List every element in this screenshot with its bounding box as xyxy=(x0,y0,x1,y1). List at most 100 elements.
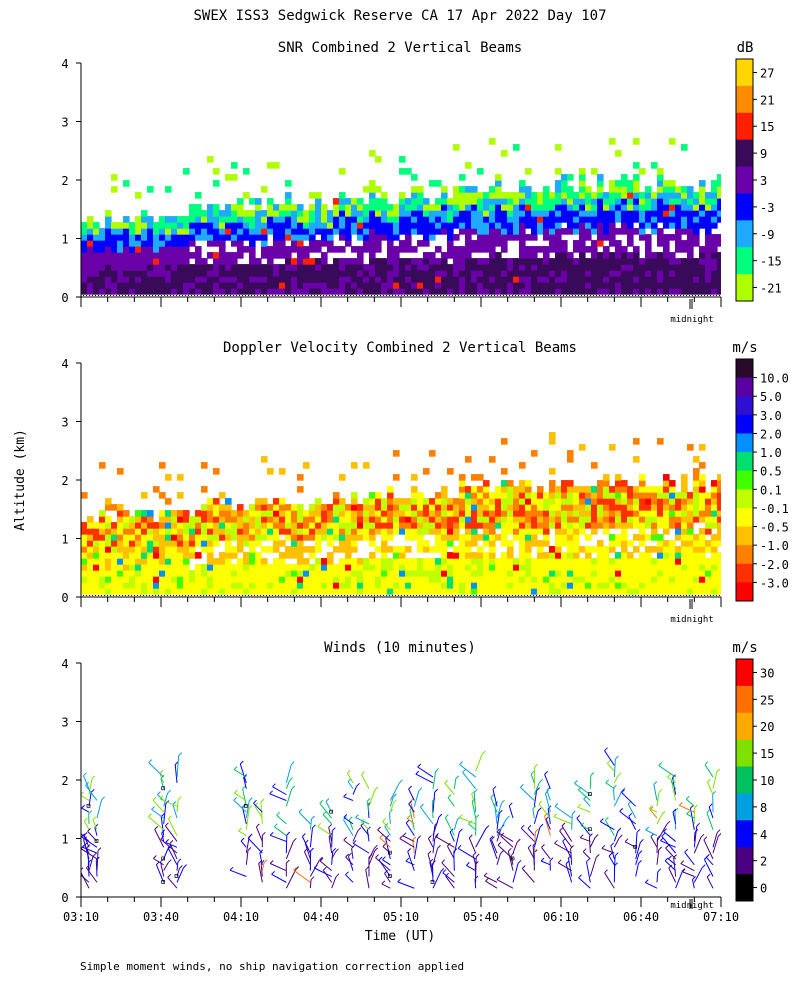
wind-barb xyxy=(375,857,391,872)
heatmap-cell xyxy=(687,246,694,253)
heatmap-cell xyxy=(159,546,166,553)
heatmap-cell xyxy=(441,288,448,295)
heatmap-cell xyxy=(273,588,280,595)
wind-barb xyxy=(172,804,178,819)
heatmap-cell xyxy=(591,222,598,229)
heatmap-cell xyxy=(657,204,664,211)
heatmap-cell xyxy=(639,558,646,565)
heatmap-cell xyxy=(183,510,190,517)
heatmap-cell xyxy=(495,180,502,187)
wind-barb xyxy=(405,822,415,836)
heatmap-cell xyxy=(93,276,100,283)
heatmap-cell xyxy=(279,558,286,565)
heatmap-cell xyxy=(219,252,226,259)
heatmap-cell xyxy=(507,564,514,571)
heatmap-cell xyxy=(141,516,148,523)
wind-barb xyxy=(234,792,247,801)
ground-dot xyxy=(482,295,483,296)
heatmap-cell xyxy=(567,570,574,577)
wind-barb-flag xyxy=(290,761,295,766)
heatmap-cell xyxy=(87,252,94,259)
heatmap-cell xyxy=(303,222,310,229)
heatmap-cell xyxy=(639,222,646,229)
heatmap-cell xyxy=(399,222,406,229)
heatmap-cell xyxy=(327,522,334,529)
heatmap-cell xyxy=(663,588,670,595)
heatmap-cell xyxy=(339,210,346,217)
heatmap-cell xyxy=(117,258,124,265)
heatmap-cell xyxy=(621,510,628,517)
heatmap-cell xyxy=(441,516,448,523)
heatmap-cell xyxy=(579,264,586,271)
heatmap-cell xyxy=(591,276,598,283)
ground-dot xyxy=(161,295,162,296)
heatmap-cell xyxy=(159,516,166,523)
heatmap-cell xyxy=(663,246,670,253)
wind-barb xyxy=(331,830,333,848)
heatmap-cell xyxy=(285,210,292,217)
wind-barb-flag xyxy=(554,839,558,844)
heatmap-cell xyxy=(399,168,406,175)
heatmap-cell xyxy=(333,498,340,505)
heatmap-cell xyxy=(513,222,520,229)
wind-barb-flag xyxy=(516,838,521,843)
ground-dot xyxy=(230,295,231,296)
wind-barb xyxy=(408,803,415,813)
heatmap-cell xyxy=(615,552,622,559)
heatmap-cell xyxy=(141,576,148,583)
wind-barb xyxy=(475,828,487,848)
wind-barb xyxy=(368,847,375,860)
heatmap-cell xyxy=(93,528,100,535)
heatmap-cell xyxy=(141,282,148,289)
calm-marker xyxy=(161,856,166,861)
heatmap-cell xyxy=(489,246,496,253)
heatmap-cell xyxy=(543,246,550,253)
heatmap-cell xyxy=(417,492,424,499)
heatmap-cell xyxy=(147,528,154,535)
wind-barb-flag xyxy=(536,787,540,791)
heatmap-cell xyxy=(669,210,676,217)
heatmap-cell xyxy=(525,264,532,271)
heatmap-cell xyxy=(495,252,502,259)
heatmap-cell xyxy=(255,588,262,595)
heatmap-cell xyxy=(597,540,604,547)
heatmap-cell xyxy=(381,204,388,211)
heatmap-cell xyxy=(213,288,220,295)
heatmap-cell xyxy=(471,504,478,511)
ground-dot xyxy=(482,595,483,596)
heatmap-cell xyxy=(705,510,712,517)
heatmap-cell xyxy=(315,258,322,265)
heatmap-cell xyxy=(189,282,196,289)
ground-dot xyxy=(545,595,546,596)
heatmap-cell xyxy=(561,192,568,199)
heatmap-cell xyxy=(489,516,496,523)
heatmap-cell xyxy=(627,492,634,499)
heatmap-cell xyxy=(159,240,166,247)
heatmap-cell xyxy=(531,534,538,541)
heatmap-cell xyxy=(717,270,721,277)
heatmap-cell xyxy=(201,462,208,469)
heatmap-cell xyxy=(537,192,544,199)
heatmap-cell xyxy=(393,246,400,253)
heatmap-cell xyxy=(255,204,262,211)
heatmap-cell xyxy=(549,438,556,445)
heatmap-cell xyxy=(165,498,172,505)
heatmap-cell xyxy=(555,486,562,493)
heatmap-cell xyxy=(555,558,562,565)
heatmap-cell xyxy=(519,588,526,595)
heatmap-cell xyxy=(339,198,346,205)
ground-dot xyxy=(296,295,297,296)
ground-dot xyxy=(416,295,417,296)
heatmap-cell xyxy=(207,156,214,163)
heatmap-cell xyxy=(135,282,142,289)
heatmap-cell xyxy=(585,270,592,277)
heatmap-cell xyxy=(405,534,412,541)
heatmap-cell xyxy=(429,582,436,589)
ground-dot xyxy=(443,595,444,596)
heatmap-cell xyxy=(243,528,250,535)
wind-barb-flag xyxy=(178,752,183,756)
heatmap-cell xyxy=(159,540,166,547)
heatmap-cell xyxy=(165,546,172,553)
heatmap-cell xyxy=(717,534,721,541)
wind-barb-flag xyxy=(708,803,713,808)
